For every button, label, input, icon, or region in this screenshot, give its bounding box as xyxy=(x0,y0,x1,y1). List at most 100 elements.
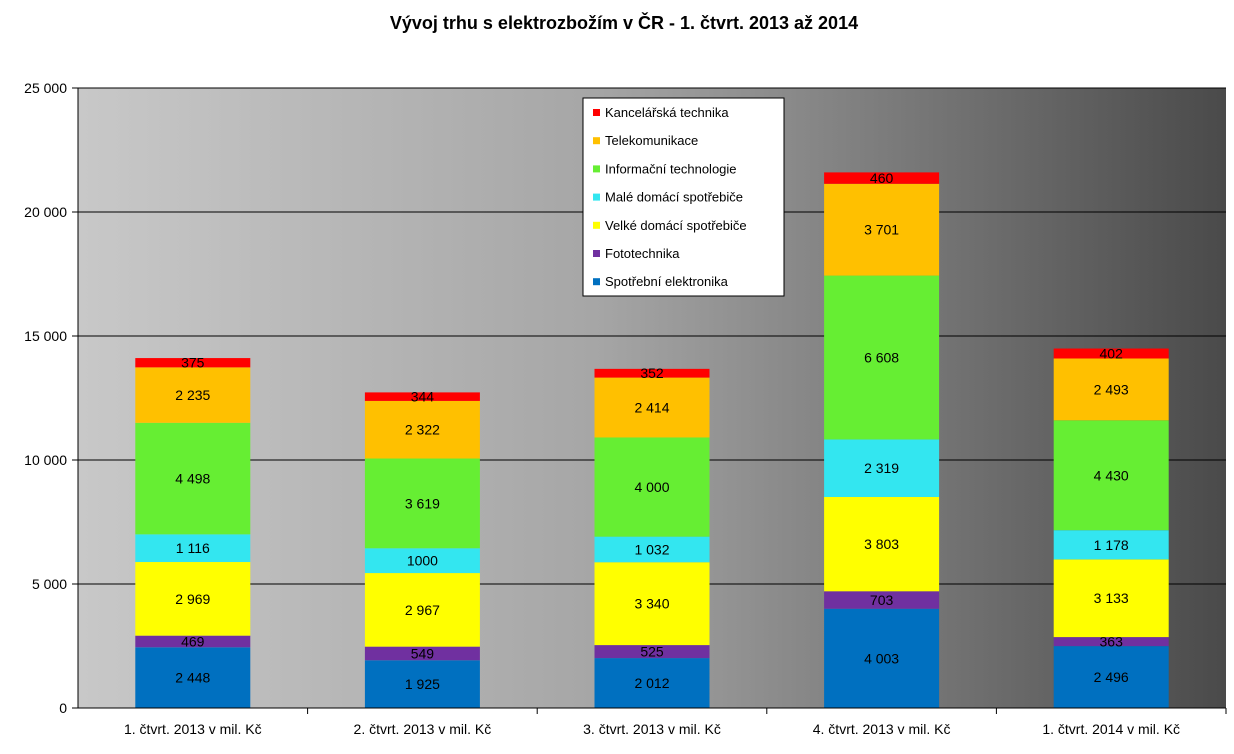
bars: 2 448 469 2 969 1 116 4 498 2 235 375 1 925 549 2… xyxy=(135,170,1169,708)
legend-swatch xyxy=(593,109,600,116)
y-tick-label: 15 000 xyxy=(24,328,67,344)
bar-segment xyxy=(824,172,940,184)
bar-segment xyxy=(594,377,710,438)
data-label: 3 340 xyxy=(634,596,669,612)
data-label: 2 496 xyxy=(1094,669,1129,685)
bar-segment xyxy=(1053,559,1169,638)
data-label: 352 xyxy=(640,365,664,381)
data-label: 3 619 xyxy=(405,495,440,511)
y-tick-label: 25 000 xyxy=(24,80,67,96)
y-tick-label: 5 000 xyxy=(32,576,67,592)
data-label: 4 430 xyxy=(1094,467,1129,483)
data-label: 1 178 xyxy=(1094,537,1129,553)
data-label: 402 xyxy=(1100,346,1124,362)
bar-segment xyxy=(1053,646,1169,708)
legend-label: Telekomunikace xyxy=(605,133,698,148)
x-tick-label: 3. čtvrt. 2013 v mil. Kč xyxy=(583,721,721,737)
data-label: 549 xyxy=(411,645,435,661)
legend-swatch xyxy=(593,193,600,201)
data-label: 363 xyxy=(1100,634,1124,650)
legend-swatch xyxy=(593,250,600,257)
legend-label: Informační technologie xyxy=(605,161,737,176)
legend-label: Velké domácí spotřebiče xyxy=(605,218,747,233)
bar-segment xyxy=(1053,637,1169,647)
bar-segment xyxy=(135,534,251,563)
legend-swatch xyxy=(593,137,600,145)
data-label: 2 322 xyxy=(405,422,440,438)
bar-segment xyxy=(364,573,480,647)
data-label: 4 003 xyxy=(864,650,899,666)
bar-segment xyxy=(135,647,251,708)
legend-label: Kancelářská technika xyxy=(605,105,729,120)
x-tick-label: 1. čtvrt. 2013 v mil. Kč xyxy=(124,721,262,737)
bar-segment xyxy=(135,358,251,368)
data-label: 2 414 xyxy=(634,400,669,416)
bar-segment xyxy=(1053,420,1169,531)
chart-title: Vývoj trhu s elektrozbožím v ČR - 1. čtv… xyxy=(390,12,858,33)
legend-swatch xyxy=(593,165,600,173)
data-label: 2 448 xyxy=(175,670,210,686)
legend-swatch xyxy=(593,221,600,229)
x-tick-label: 1. čtvrt. 2014 v mil. Kč xyxy=(1042,721,1180,737)
data-label: 1000 xyxy=(407,553,438,569)
data-label: 1 032 xyxy=(634,541,669,557)
data-label: 2 012 xyxy=(634,675,669,691)
x-tick-label: 2. čtvrt. 2013 v mil. Kč xyxy=(354,721,492,737)
data-label: 525 xyxy=(640,644,664,660)
bar-segment xyxy=(364,392,480,401)
bar-segment xyxy=(364,400,480,459)
data-label: 3 803 xyxy=(864,536,899,552)
legend-swatch xyxy=(593,278,600,286)
data-label: 6 608 xyxy=(864,350,899,366)
axes: 0 5 000 10 000 15 000 20 000 25 000 1. čtvrt. … xyxy=(24,80,1227,737)
bar-segment xyxy=(135,422,251,535)
bar-segment xyxy=(824,275,940,440)
y-tick-label: 20 000 xyxy=(24,204,67,220)
data-label: 3 133 xyxy=(1094,590,1129,606)
bar-segment xyxy=(824,496,940,592)
bar-segment xyxy=(1053,348,1169,359)
data-label: 1 925 xyxy=(405,676,440,692)
legend-label: Malé domácí spotřebiče xyxy=(605,190,743,205)
data-label: 1 116 xyxy=(176,540,210,556)
data-label: 3 701 xyxy=(864,222,899,238)
bar-segment xyxy=(1053,530,1169,560)
bar-segment xyxy=(594,658,710,708)
bar-segment xyxy=(824,183,940,276)
legend-box xyxy=(582,97,785,297)
bar-segment xyxy=(135,635,251,648)
bar-segment xyxy=(824,608,940,708)
legend-label: Fototechnika xyxy=(605,246,680,261)
bar-segment xyxy=(594,437,710,537)
legend: Kancelářská technika Telekomunikace Inform… xyxy=(582,97,785,297)
y-tick-label: 10 000 xyxy=(24,452,67,468)
bar-segment xyxy=(594,562,710,646)
data-label: 375 xyxy=(181,355,205,371)
data-label: 703 xyxy=(870,592,894,608)
data-label: 2 969 xyxy=(175,591,210,607)
data-label: 344 xyxy=(411,389,435,405)
data-label: 2 235 xyxy=(175,387,210,403)
data-label: 4 498 xyxy=(175,471,210,487)
data-label: 4 000 xyxy=(634,479,669,495)
x-tick-label: 4. čtvrt. 2013 v mil. Kč xyxy=(813,721,951,737)
data-label: 2 967 xyxy=(405,602,440,618)
data-label: 469 xyxy=(181,633,205,649)
bar-segment xyxy=(135,562,251,636)
bar-segment xyxy=(364,660,480,708)
bar-segment xyxy=(1053,358,1169,421)
data-label: 2 493 xyxy=(1094,381,1129,397)
legend-label: Spotřební elektronika xyxy=(605,274,729,289)
bar-segment xyxy=(364,646,480,661)
y-tick-label: 0 xyxy=(59,700,67,716)
bar-segment xyxy=(594,368,710,378)
bar-segment xyxy=(364,548,480,574)
data-label: 2 319 xyxy=(864,460,899,476)
bar-segment xyxy=(594,536,710,563)
bar-segment xyxy=(364,458,480,549)
bar-segment xyxy=(824,439,940,497)
bar-segment xyxy=(824,591,940,609)
data-label: 460 xyxy=(870,170,894,186)
